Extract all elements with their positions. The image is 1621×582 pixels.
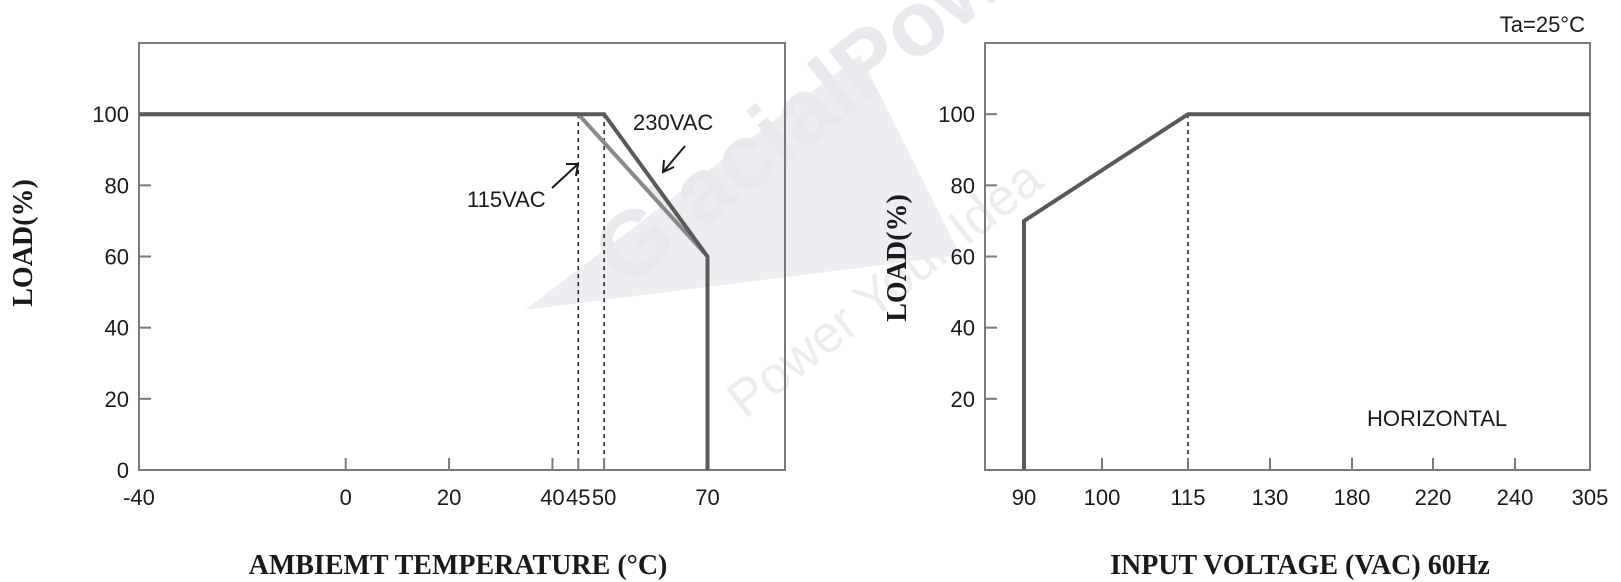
y-tick-labels: 0 20 40 60 80 100: [92, 102, 129, 483]
x-axis-title: AMBIEMT TEMPERATURE (°C): [249, 550, 668, 581]
x-tick-label: 100: [1084, 485, 1121, 510]
series-line-230vac: [139, 112, 710, 470]
watermark: GlacialPower Power Your Idea: [525, 0, 1093, 429]
derating-input-voltage-chart: 90 100 115 130 180 220 240 305 20 40 60 80 100 HORI…: [882, 12, 1608, 581]
annotation-115vac: 115VAC: [467, 187, 546, 212]
x-tick-label: 20: [437, 485, 461, 510]
x-tick-label: 220: [1415, 485, 1452, 510]
y-tick-label: 40: [951, 316, 975, 341]
reference-lines: [577, 114, 605, 470]
x-tick-label: 45: [566, 485, 590, 510]
y-tick-labels: 20 40 60 80 100: [938, 102, 975, 412]
watermark-triangle-logo: [525, 55, 960, 310]
x-tick-label: 70: [695, 485, 719, 510]
x-axis-title: INPUT VOLTAGE (VAC) 60Hz: [1110, 550, 1490, 581]
y-tick-label: 0: [117, 458, 129, 483]
series-lines: [1022, 112, 1590, 470]
condition-note: Ta=25°C: [1500, 12, 1585, 37]
y-tick-label: 80: [951, 173, 975, 198]
arrow-115vac-icon: [551, 163, 579, 189]
series-line-1: [1022, 112, 1590, 470]
x-tick-label: 180: [1334, 485, 1371, 510]
x-tick-label: 240: [1497, 485, 1534, 510]
arrow-115vac-head-icon: [566, 163, 580, 177]
annotation-horizontal: HORIZONTAL: [1367, 406, 1507, 431]
annotation-230vac: 230VAC: [633, 110, 713, 135]
series-lines: [139, 112, 710, 470]
y-tick-label: 40: [105, 316, 129, 341]
x-tick-label: 90: [1012, 485, 1036, 510]
y-tick-label: 100: [92, 102, 129, 127]
y-tick-label: 80: [105, 173, 129, 198]
y-tick-label: 20: [105, 387, 129, 412]
annotations: 230VAC 115VAC: [467, 110, 713, 212]
y-tick-label: 60: [105, 245, 129, 270]
x-tick-labels: 90 100 115 130 180 220 240 305: [1012, 485, 1609, 510]
y-axis-title: LOAD(%): [882, 194, 913, 322]
y-tick-label: 20: [951, 387, 975, 412]
x-tick-label: 0: [340, 485, 352, 510]
arrow-230vac-head-icon: [661, 159, 675, 174]
x-tick-label: 50: [592, 485, 616, 510]
x-tick-label: 115: [1170, 485, 1205, 510]
y-axis-title: LOAD(%): [8, 179, 39, 307]
x-tick-label: -40: [123, 485, 155, 510]
x-tick-label: 305: [1572, 485, 1609, 510]
y-tick-label: 60: [951, 245, 975, 270]
x-tick-label: 40: [540, 485, 564, 510]
arrow-230vac-icon: [662, 145, 686, 173]
y-tick-label: 100: [938, 102, 975, 127]
x-tick-labels: -40 0 20 40 45 50 70: [123, 485, 720, 510]
x-tick-label: 130: [1252, 485, 1289, 510]
